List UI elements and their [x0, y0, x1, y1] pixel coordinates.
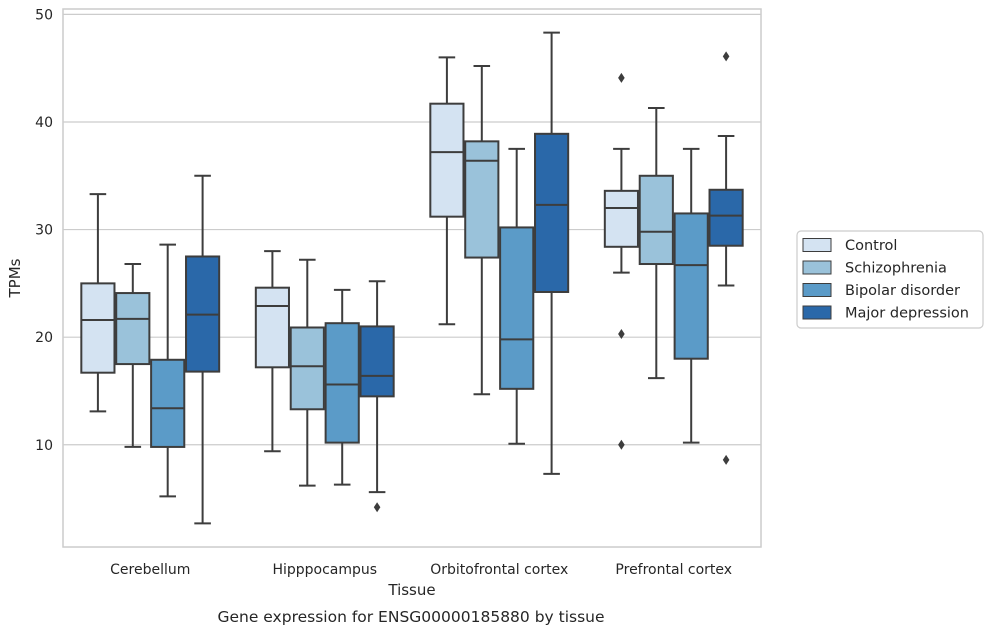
box-major-depression [534, 31, 570, 475]
outlier-point [722, 51, 730, 62]
boxes [80, 31, 744, 525]
box-bipolar-disorder [324, 288, 360, 486]
box-schizophrenia [289, 258, 325, 487]
box-iqr [429, 102, 465, 218]
legend: Control Schizophrenia Bipolar disorder Majo… [796, 230, 984, 329]
legend-frame [796, 230, 984, 329]
legend-label: Bipolar disorder [845, 283, 960, 299]
outlier-point [618, 328, 625, 339]
plot-frame [62, 8, 762, 548]
legend-swatch [802, 260, 832, 275]
box-major-depression [185, 174, 221, 525]
y-tick-label: 20 [35, 330, 53, 346]
y-tick-labels: 10 20 30 40 50 [35, 7, 53, 453]
box-control [429, 56, 465, 326]
legend-swatch [802, 238, 832, 252]
y-tick-label: 30 [35, 223, 53, 239]
outlier-point [373, 502, 381, 513]
legend-label: Control [845, 238, 897, 254]
box-iqr [115, 292, 151, 366]
x-tick-label: Cerebellum [110, 562, 190, 578]
box-iqr [673, 212, 709, 360]
figure-caption: Gene expression for ENSG00000185880 by t… [217, 608, 604, 626]
y-axis-label: TPMs [6, 258, 24, 298]
box-bipolar-disorder [150, 243, 186, 498]
box-iqr [359, 325, 395, 398]
x-axis-label: Tissue [387, 581, 435, 599]
x-tick-label: Hipppocampus [272, 562, 377, 578]
legend-swatch [802, 305, 832, 320]
legend-label: Schizophrenia [845, 261, 947, 277]
box-bipolar-disorder [673, 147, 709, 444]
box-iqr [289, 326, 325, 411]
box-iqr [464, 140, 500, 259]
outlier-point [618, 72, 625, 83]
box-iqr [254, 286, 290, 369]
box-control [254, 250, 290, 453]
outlier-point [722, 454, 730, 465]
y-tick-label: 40 [35, 115, 53, 131]
box-iqr [80, 282, 116, 374]
box-iqr [638, 174, 674, 266]
box-iqr [603, 189, 639, 248]
legend-label: Major depression [845, 306, 969, 322]
box-iqr [324, 322, 360, 444]
box-major-depression [708, 51, 744, 465]
x-tick-label: Prefrontal cortex [615, 562, 732, 578]
box-schizophrenia [464, 65, 500, 396]
box-schizophrenia [115, 263, 151, 448]
box-iqr [150, 358, 186, 448]
legend-swatch [802, 283, 832, 297]
box-major-depression [359, 280, 395, 513]
box-schizophrenia [638, 106, 674, 380]
x-tick-labels: Cerebellum Hipppocampus Orbitofrontal cort… [110, 562, 732, 578]
box-control [80, 193, 116, 413]
box-iqr [499, 226, 535, 390]
box-iqr [708, 188, 744, 247]
box-control [603, 72, 639, 450]
gridlines [63, 13, 761, 446]
box-bipolar-disorder [499, 147, 535, 445]
x-tick-label: Orbitofrontal cortex [430, 562, 568, 578]
y-tick-label: 50 [35, 7, 53, 23]
box-iqr [534, 132, 570, 293]
outlier-point [618, 439, 625, 450]
y-tick-label: 10 [35, 438, 53, 454]
